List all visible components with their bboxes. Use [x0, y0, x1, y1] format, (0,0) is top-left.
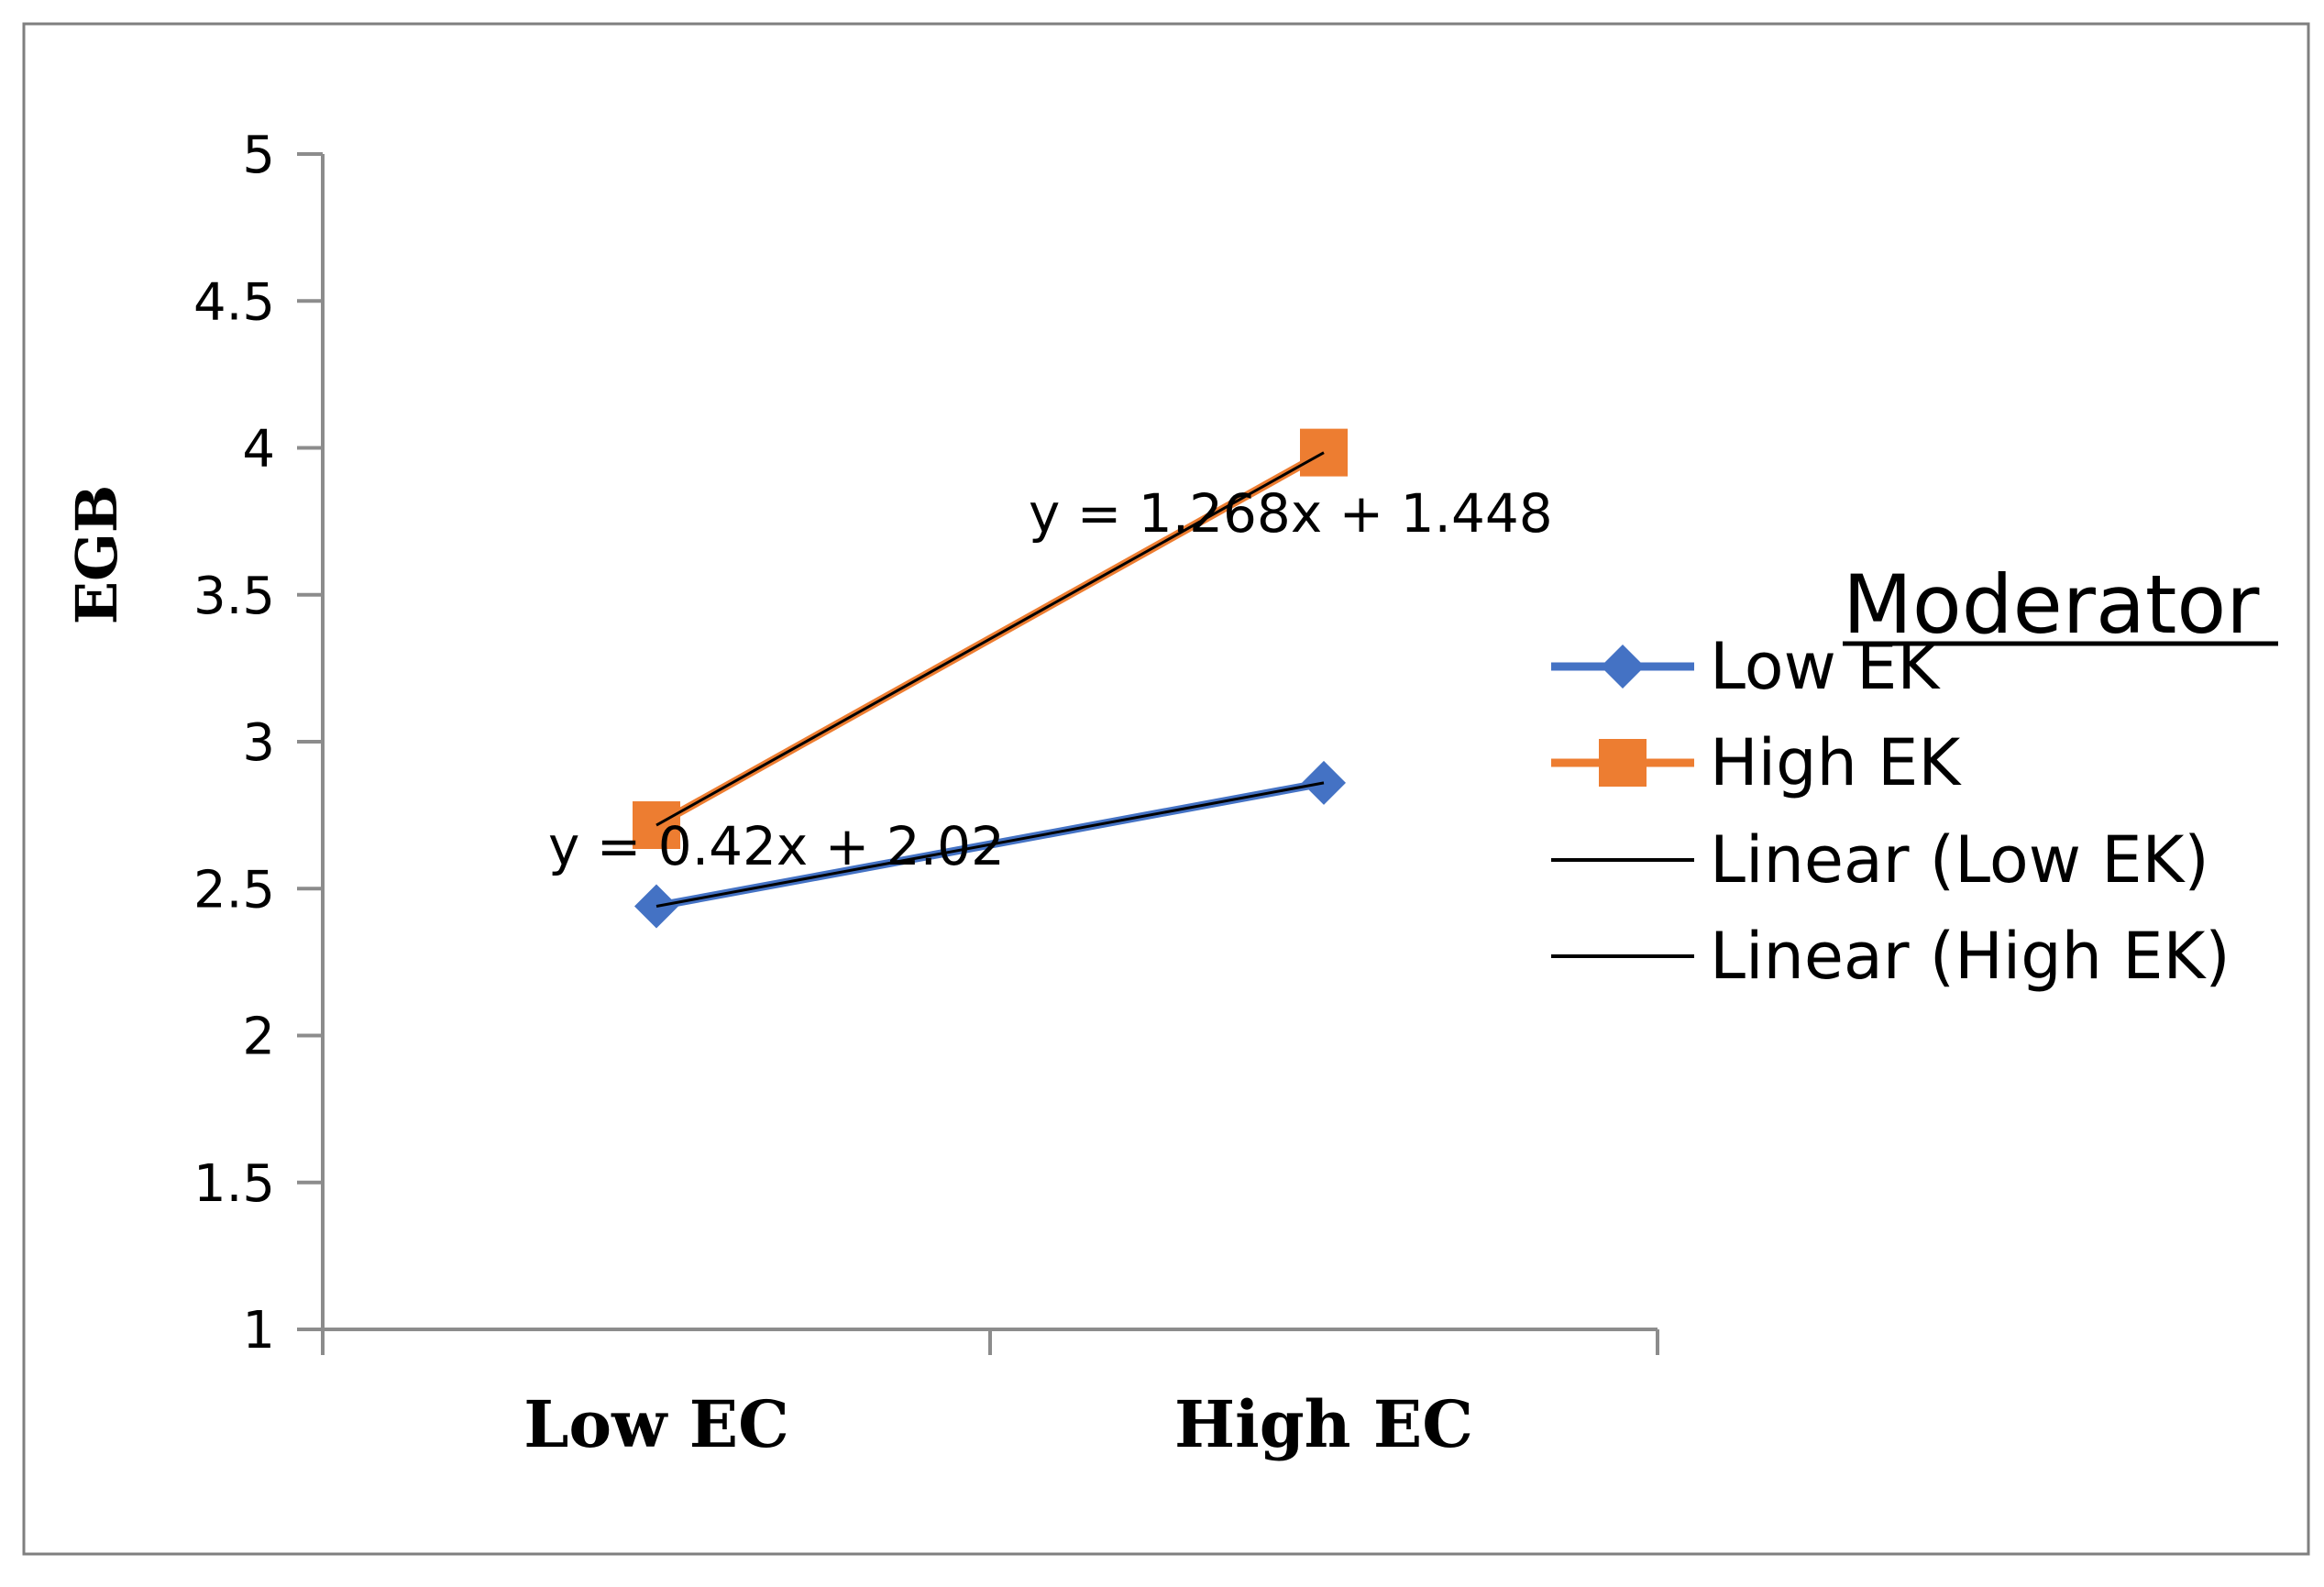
y-tick-label: 3: [242, 713, 275, 773]
axes: 1 1.5 2 2.5 3 3.5 4 4.5 5 Low EC High EC: [193, 126, 1659, 1462]
legend: Moderator Low EK High EK Linear (Low EK) Li…: [1551, 557, 2278, 994]
trendline-high-ek: [655, 451, 1325, 827]
legend-swatch-marker: [1599, 739, 1647, 787]
legend-label: Linear (High EK): [1710, 919, 2230, 994]
y-tick-label: 4: [242, 420, 275, 479]
trendline-labels: y = 0.42x + 2.02 y = 1.268x + 1.448: [548, 482, 1553, 877]
y-tick-label: 1.5: [193, 1154, 275, 1214]
y-tick-label: 1: [242, 1301, 275, 1361]
y-tick-label: 2.5: [193, 860, 275, 920]
trendline-equation: y = 1.268x + 1.448: [1029, 482, 1553, 545]
trendline-low-ek: [655, 781, 1325, 908]
legend-item: Linear (High EK): [1551, 919, 2230, 994]
y-tick-label: 5: [242, 126, 275, 185]
y-tick-label: 2: [242, 1008, 275, 1067]
trendline-equation: y = 0.42x + 2.02: [548, 815, 1005, 877]
legend-item: Low EK: [1551, 629, 1941, 704]
trendline-layer: [655, 451, 1325, 908]
y-tick-label: 3.5: [193, 567, 275, 626]
y-axis-label: EGB: [63, 485, 130, 625]
y-tick-label: 4.5: [193, 272, 275, 332]
legend-item: High EK: [1551, 725, 1962, 800]
x-category-label: High EC: [1174, 1386, 1473, 1462]
chart-frame: [22, 22, 2310, 1556]
legend-swatch-marker: [1601, 645, 1645, 689]
legend-title: Moderator: [1843, 557, 2260, 652]
legend-label: Linear (Low EK): [1710, 822, 2209, 898]
legend-item: Linear (Low EK): [1551, 822, 2209, 898]
legend-label: High EK: [1710, 725, 1962, 800]
legend-label: Low EK: [1710, 629, 1941, 704]
x-category-label: Low EC: [523, 1386, 789, 1462]
